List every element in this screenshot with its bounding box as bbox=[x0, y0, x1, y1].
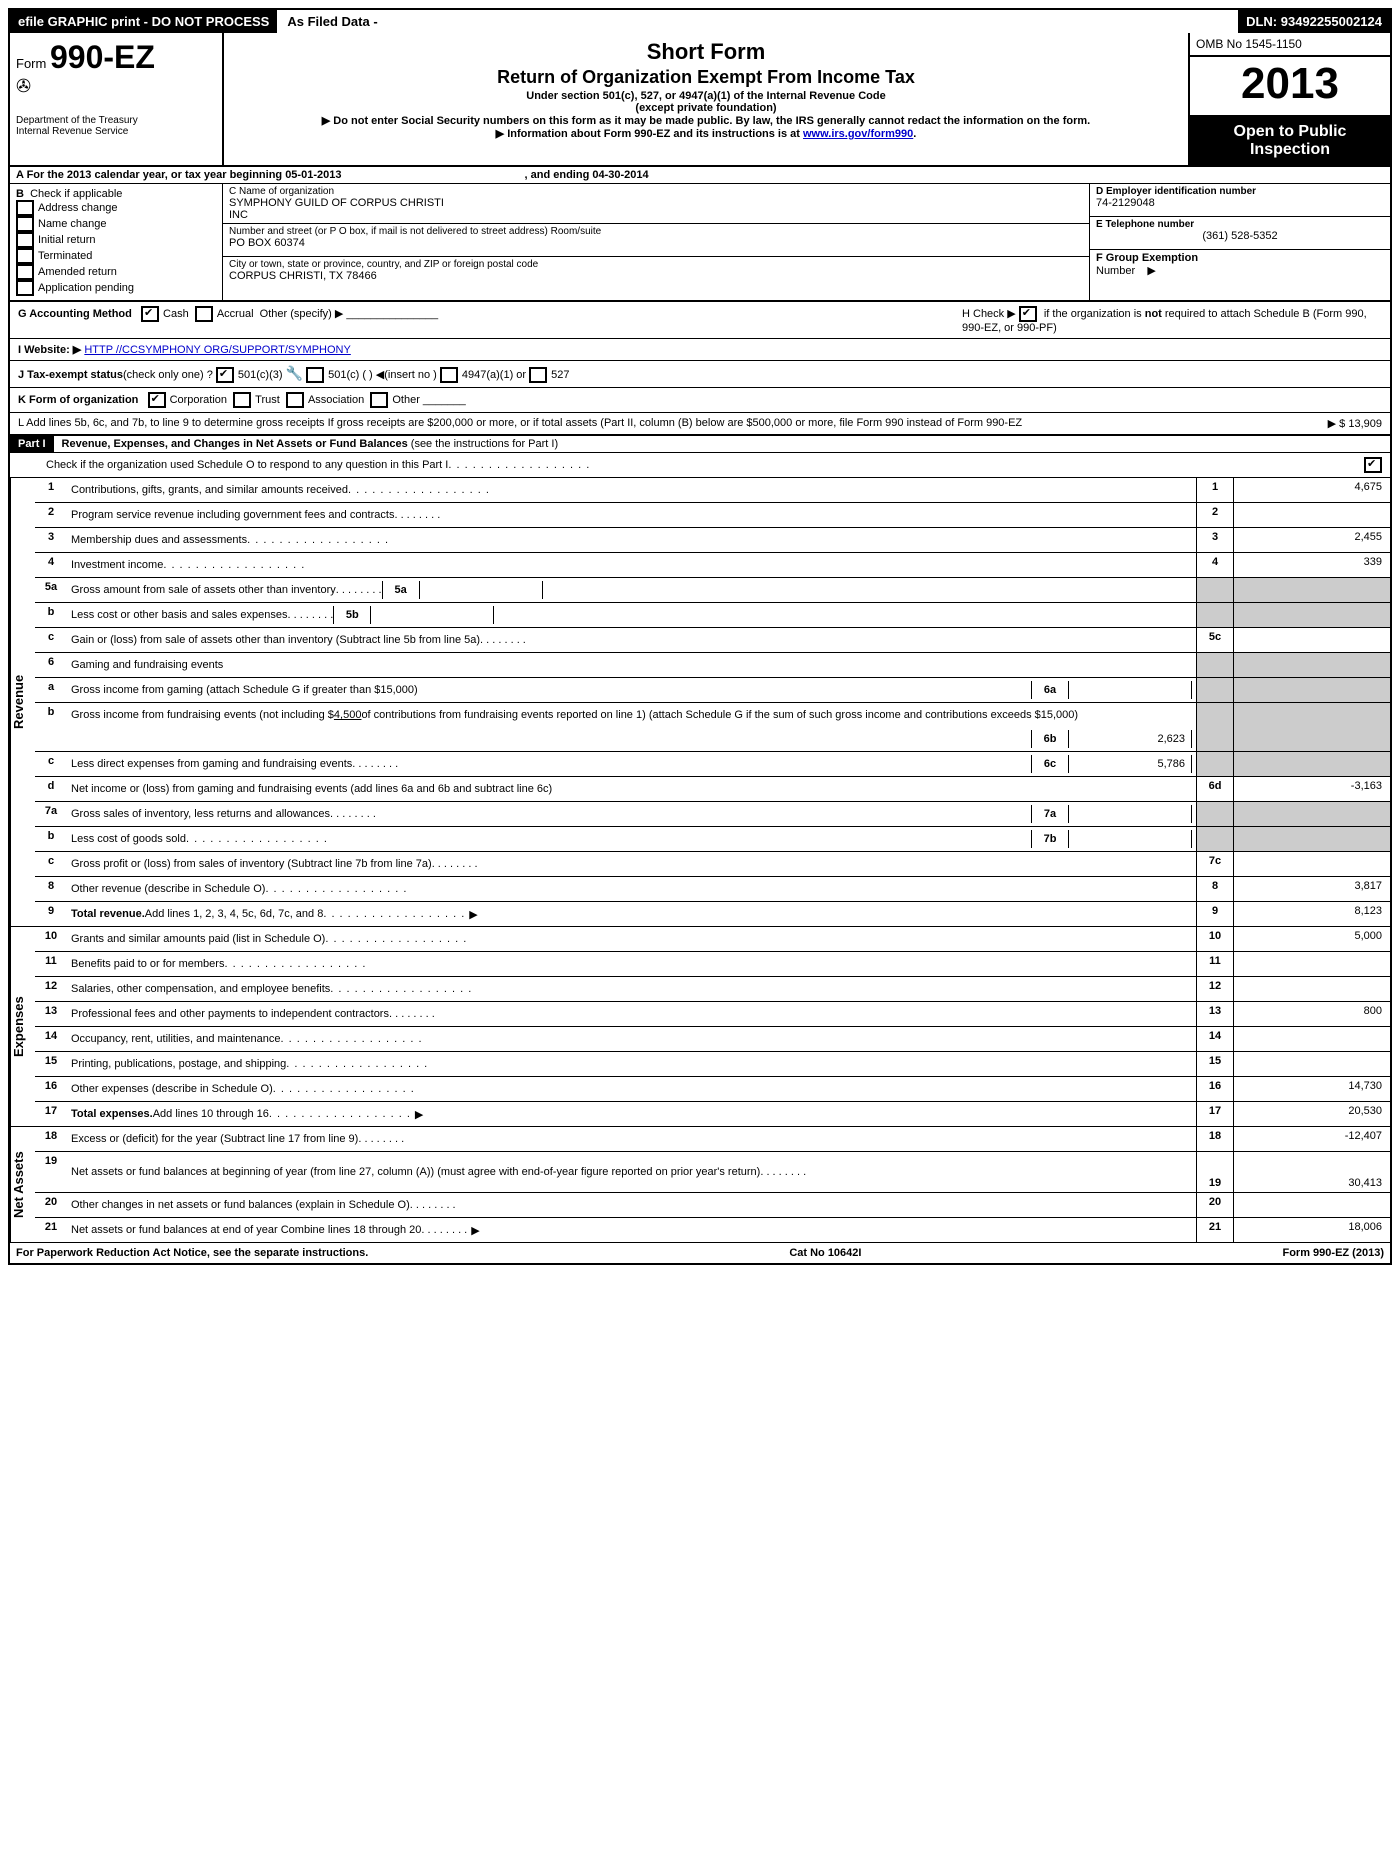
checkbox-501c[interactable] bbox=[306, 367, 324, 383]
line-1-value: 4,675 bbox=[1233, 478, 1390, 502]
efile-notice: efile GRAPHIC print - DO NOT PROCESS bbox=[10, 10, 277, 33]
checkbox-other[interactable] bbox=[370, 392, 388, 408]
checkbox-schedule-o[interactable] bbox=[1364, 457, 1382, 473]
org-city: CORPUS CHRISTI, TX 78466 bbox=[229, 270, 1083, 282]
checkbox-501c3[interactable] bbox=[216, 367, 234, 383]
as-filed: As Filed Data - bbox=[277, 10, 387, 33]
footer: For Paperwork Reduction Act Notice, see … bbox=[10, 1242, 1390, 1263]
ein: 74-2129048 bbox=[1096, 197, 1384, 209]
row-a: A For the 2013 calendar year, or tax yea… bbox=[10, 167, 1390, 184]
row-l: L Add lines 5b, 6c, and 7b, to line 9 to… bbox=[10, 413, 1390, 434]
checkbox-application-pending[interactable] bbox=[16, 280, 34, 296]
row-j: J Tax-exempt status(check only one) ? 50… bbox=[10, 361, 1390, 388]
omb-number: OMB No 1545-1150 bbox=[1190, 33, 1390, 57]
header-mid: Short Form Return of Organization Exempt… bbox=[224, 33, 1188, 165]
column-c: C Name of organization SYMPHONY GUILD OF… bbox=[223, 184, 1089, 300]
checkbox-assoc[interactable] bbox=[286, 392, 304, 408]
checkbox-4947[interactable] bbox=[440, 367, 458, 383]
checkbox-trust[interactable] bbox=[233, 392, 251, 408]
checkbox-corp[interactable] bbox=[148, 392, 166, 408]
column-b: B Check if applicable Address change Nam… bbox=[10, 184, 223, 300]
expenses-section: Expenses 10Grants and similar amounts pa… bbox=[10, 927, 1390, 1127]
checkbox-terminated[interactable] bbox=[16, 248, 34, 264]
checkbox-name-change[interactable] bbox=[16, 216, 34, 232]
checkbox-accrual[interactable] bbox=[195, 306, 213, 322]
header: Form 990-EZ ✇ Department of the Treasury… bbox=[10, 33, 1390, 167]
org-address: PO BOX 60374 bbox=[229, 237, 1083, 249]
header-right: OMB No 1545-1150 2013 Open to Public Ins… bbox=[1188, 33, 1390, 165]
irs-link[interactable]: www.irs.gov/form990 bbox=[803, 128, 913, 140]
row-gh: G Accounting Method Cash Accrual Other (… bbox=[10, 302, 1390, 339]
checkbox-amended[interactable] bbox=[16, 264, 34, 280]
checkbox-address-change[interactable] bbox=[16, 200, 34, 216]
form-title: Return of Organization Exempt From Incom… bbox=[234, 67, 1178, 88]
form-number: 990-EZ bbox=[50, 39, 155, 75]
revenue-section: Revenue 1Contributions, gifts, grants, a… bbox=[10, 478, 1390, 927]
net-assets-section: Net Assets 18Excess or (deficit) for the… bbox=[10, 1127, 1390, 1242]
checkbox-cash[interactable] bbox=[141, 306, 159, 322]
dln: DLN: 93492255002124 bbox=[1238, 10, 1390, 33]
form-990ez: efile GRAPHIC print - DO NOT PROCESS As … bbox=[8, 8, 1392, 1265]
row-i: I Website: ▶ HTTP //CCSYMPHONY ORG/SUPPO… bbox=[10, 339, 1390, 361]
treasury-dept: Department of the Treasury Internal Reve… bbox=[16, 115, 216, 137]
6b-contributions: 4,500 bbox=[334, 709, 362, 721]
part1-header: Part I Revenue, Expenses, and Changes in… bbox=[10, 434, 1390, 453]
checkbox-initial-return[interactable] bbox=[16, 232, 34, 248]
short-form: Short Form bbox=[234, 39, 1178, 65]
top-bar: efile GRAPHIC print - DO NOT PROCESS As … bbox=[10, 10, 1390, 33]
phone: (361) 528-5352 bbox=[1096, 230, 1384, 242]
checkbox-schedule-b[interactable] bbox=[1019, 306, 1037, 322]
checkbox-527[interactable] bbox=[529, 367, 547, 383]
open-inspection: Open to Public Inspection bbox=[1190, 117, 1390, 165]
section-bcd: B Check if applicable Address change Nam… bbox=[10, 184, 1390, 302]
tax-year: 2013 bbox=[1190, 57, 1390, 117]
row-k: K Form of organization Corporation Trust… bbox=[10, 388, 1390, 413]
gross-receipts: ▶ $ 13,909 bbox=[1242, 417, 1382, 430]
website-link[interactable]: HTTP //CCSYMPHONY ORG/SUPPORT/SYMPHONY bbox=[84, 344, 351, 356]
org-name: SYMPHONY GUILD OF CORPUS CHRISTI bbox=[229, 197, 1083, 209]
header-left: Form 990-EZ ✇ Department of the Treasury… bbox=[10, 33, 224, 165]
column-d: D Employer identification number 74-2129… bbox=[1089, 184, 1390, 300]
